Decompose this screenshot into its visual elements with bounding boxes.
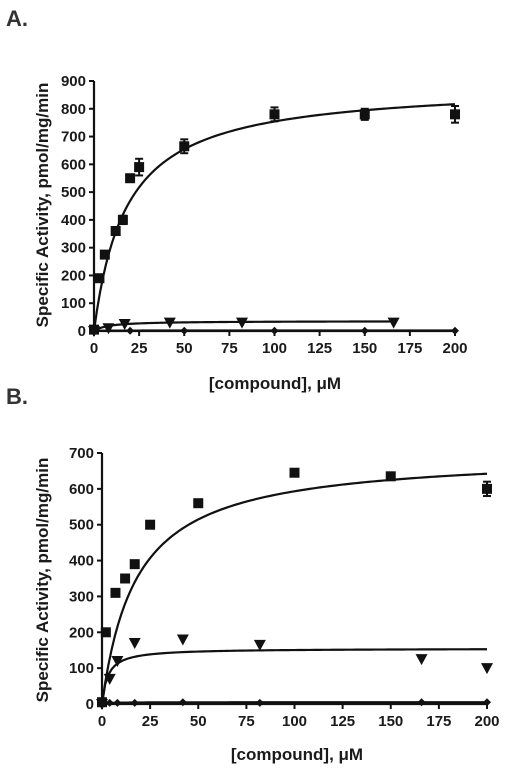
- x-tick-label: 150: [352, 340, 377, 357]
- x-tick-label: 125: [307, 340, 332, 357]
- y-tick-label: 100: [69, 660, 94, 677]
- square-marker: [193, 498, 204, 509]
- square-marker: [100, 627, 111, 638]
- triangle-marker: [415, 654, 428, 666]
- diamond-marker: [270, 326, 279, 335]
- triangle-marker: [103, 673, 116, 685]
- x-tick-label: 0: [90, 340, 98, 357]
- diamond-marker: [180, 326, 189, 335]
- panel-a-y-axis-title: Specific Activity, pmol/mg/min: [33, 83, 52, 328]
- y-tick-label: 600: [61, 156, 86, 173]
- triangle-down-fit-curve: [100, 648, 488, 705]
- panel-a-label: A.: [6, 6, 28, 31]
- diamond-marker: [360, 326, 369, 335]
- square-marker: [179, 141, 190, 152]
- y-tick-label: 400: [61, 212, 86, 229]
- y-tick-label: 0: [78, 323, 86, 340]
- square-marker: [269, 109, 280, 120]
- square-marker: [120, 573, 131, 584]
- y-tick-label: 700: [69, 445, 94, 462]
- x-tick-label: 75: [221, 340, 238, 357]
- y-tick-label: 500: [61, 184, 86, 201]
- diamond-marker: [255, 698, 264, 707]
- x-tick-label: 75: [238, 713, 255, 730]
- triangle-marker: [102, 323, 115, 335]
- square-marker: [450, 109, 460, 120]
- diamond-marker: [451, 326, 459, 335]
- square-marker: [94, 273, 105, 284]
- square-marker: [359, 109, 370, 120]
- diamond-marker: [90, 327, 98, 335]
- square-marker: [289, 467, 300, 478]
- x-tick-label: 0: [98, 713, 106, 730]
- y-tick-label: 500: [69, 517, 94, 534]
- y-tick-label: 200: [69, 624, 94, 641]
- triangle-marker: [253, 639, 266, 651]
- x-tick-label: 200: [442, 340, 467, 357]
- square-marker: [385, 471, 396, 482]
- y-tick-label: 700: [61, 129, 86, 146]
- square-marker: [117, 214, 128, 225]
- panel-a: A. [compound], μM Specific Activity, pmo…: [6, 6, 468, 393]
- square-marker: [145, 519, 156, 530]
- diamond-marker: [130, 698, 139, 707]
- diamond-marker: [417, 698, 426, 707]
- y-tick-label: 100: [61, 295, 86, 312]
- triangle-marker: [118, 319, 131, 331]
- x-tick-label: 150: [378, 713, 403, 730]
- x-tick-label: 25: [142, 713, 159, 730]
- diamond-marker: [483, 698, 491, 707]
- square-marker: [129, 559, 140, 570]
- x-tick-label: 50: [190, 713, 207, 730]
- x-tick-label: 175: [397, 340, 422, 357]
- triangle-marker: [128, 638, 141, 650]
- y-tick-label: 0: [86, 696, 94, 713]
- panel-b-y-axis-title: Specific Activity, pmol/mg/min: [33, 458, 52, 703]
- y-tick-label: 900: [61, 73, 86, 90]
- square-fit-curve: [92, 103, 456, 332]
- square-fit-curve: [100, 472, 488, 705]
- triangle-marker: [387, 317, 400, 329]
- square-marker: [125, 173, 136, 184]
- y-tick-label: 400: [69, 553, 94, 570]
- y-tick-label: 300: [69, 588, 94, 605]
- x-tick-label: 175: [426, 713, 451, 730]
- square-marker: [110, 587, 121, 598]
- x-tick-label: 100: [282, 713, 307, 730]
- panel-b: B. [compound], μM Specific Activity, pmo…: [6, 384, 500, 764]
- triangle-marker: [163, 317, 176, 329]
- square-marker: [99, 249, 110, 260]
- square-marker: [482, 483, 492, 494]
- diamond-marker: [105, 698, 114, 707]
- y-tick-label: 200: [61, 267, 86, 284]
- triangle-marker: [176, 634, 189, 646]
- triangle-marker: [111, 655, 124, 667]
- diamond-marker: [178, 698, 187, 707]
- square-marker: [110, 226, 121, 236]
- square-marker: [134, 162, 145, 173]
- x-tick-label: 200: [474, 713, 499, 730]
- triangle-marker: [236, 317, 249, 329]
- x-tick-label: 100: [262, 340, 287, 357]
- x-tick-label: 125: [330, 713, 355, 730]
- y-tick-label: 300: [61, 240, 86, 257]
- diamond-marker: [98, 700, 106, 708]
- panel-a-x-axis-title: [compound], μM: [209, 374, 341, 393]
- panel-b-x-axis-title: [compound], μM: [231, 745, 363, 764]
- y-tick-label: 600: [69, 481, 94, 498]
- x-tick-label: 25: [131, 340, 148, 357]
- diamond-marker: [126, 326, 135, 335]
- x-tick-label: 50: [176, 340, 193, 357]
- diamond-marker: [113, 698, 122, 707]
- panel-b-label: B.: [6, 384, 28, 409]
- y-tick-label: 800: [61, 101, 86, 118]
- triangle-marker: [481, 663, 493, 675]
